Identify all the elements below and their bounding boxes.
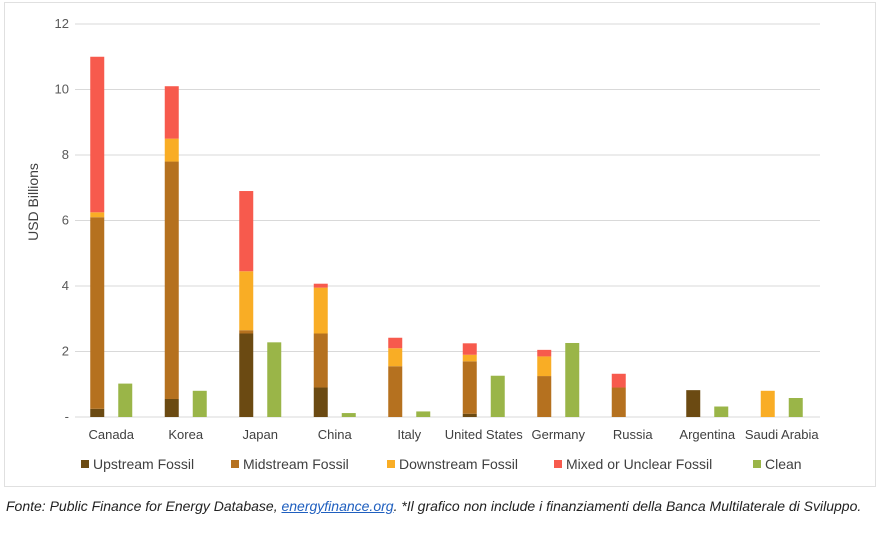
bar-segment (462, 361, 477, 414)
bar-segment (462, 343, 477, 355)
bar-segment (611, 387, 626, 417)
bar-segment (90, 408, 105, 417)
bar-segment (388, 348, 403, 367)
y-axis-label: USD Billions (25, 163, 41, 241)
bar-segment (313, 287, 328, 334)
legend: Upstream Fossil Midstream Fossil Downstrea… (81, 456, 802, 472)
bar-clean (341, 413, 356, 417)
legend-item: Upstream Fossil (81, 456, 194, 472)
bars (90, 56, 803, 417)
legend-swatch (231, 460, 239, 468)
category-label: Russia (613, 427, 654, 442)
caption-suffix: . *Il grafico non include i finanziament… (393, 498, 862, 514)
bar-segment (462, 354, 477, 362)
bar-segment (313, 283, 328, 288)
bar-segment (90, 56, 105, 213)
category-label: Argentina (679, 427, 735, 442)
bar-segment (164, 86, 179, 139)
category-label: China (318, 427, 353, 442)
category-label: Saudi Arabia (745, 427, 819, 442)
bar-clean (416, 411, 431, 417)
bar-segment (164, 161, 179, 399)
legend-item: Midstream Fossil (231, 456, 349, 472)
bar-clean (192, 390, 207, 417)
bar-segment (239, 333, 254, 417)
legend-label: Midstream Fossil (243, 456, 349, 472)
bar-clean (267, 342, 282, 417)
bar-segment (611, 373, 626, 388)
legend-item: Clean (753, 456, 802, 472)
bar-segment (313, 333, 328, 388)
y-tick-label: 2 (62, 344, 69, 359)
bar-segment (537, 376, 552, 417)
gridlines (75, 23, 820, 418)
caption-prefix: Fonte: Public Finance for Energy Databas… (6, 498, 282, 514)
legend-item: Downstream Fossil (387, 456, 518, 472)
bar-clean (788, 398, 803, 417)
legend-swatch (81, 460, 89, 468)
bar-segment (313, 387, 328, 417)
category-label: United States (445, 427, 524, 442)
category-label: Japan (243, 427, 278, 442)
bar-segment (239, 271, 254, 331)
bar-segment (164, 398, 179, 417)
y-axis-ticks: - 2 4 6 8 10 12 (55, 16, 69, 424)
category-label: Germany (532, 427, 586, 442)
bar-clean (565, 342, 580, 417)
legend-label: Downstream Fossil (399, 456, 518, 472)
legend-item: Mixed or Unclear Fossil (554, 456, 712, 472)
category-label: Italy (397, 427, 421, 442)
y-tick-label: - (65, 409, 69, 424)
bar-segment (537, 349, 552, 357)
legend-swatch (753, 460, 761, 468)
legend-label: Clean (765, 456, 802, 472)
y-tick-label: 8 (62, 147, 69, 162)
category-label: Korea (168, 427, 203, 442)
bar-segment (462, 413, 477, 417)
y-tick-label: 10 (55, 82, 69, 97)
source-caption: Fonte: Public Finance for Energy Databas… (6, 496, 872, 517)
chart-frame: - 2 4 6 8 10 12 Canada Korea Japan China Italy Unit… (4, 2, 876, 487)
y-tick-label: 4 (62, 278, 69, 293)
bar-segment (239, 330, 254, 334)
y-tick-label: 6 (62, 213, 69, 228)
legend-label: Upstream Fossil (93, 456, 194, 472)
bar-segment (388, 366, 403, 417)
legend-label: Mixed or Unclear Fossil (566, 456, 712, 472)
legend-swatch (554, 460, 562, 468)
bar-segment (537, 356, 552, 377)
x-axis-categories: Canada Korea Japan China Italy United States G… (88, 427, 819, 442)
stacked-bar-chart: - 2 4 6 8 10 12 Canada Korea Japan China Italy Unit… (25, 16, 820, 472)
bar-clean (714, 406, 729, 417)
bar-clean (118, 383, 133, 417)
bar-segment (760, 390, 775, 417)
bar-segment (164, 138, 179, 162)
source-link[interactable]: energyfinance.org (281, 498, 394, 514)
y-tick-label: 12 (55, 16, 69, 31)
bar-segment (686, 390, 701, 417)
bar-clean (490, 375, 505, 417)
category-label: Canada (88, 427, 134, 442)
bar-segment (90, 217, 105, 409)
legend-swatch (387, 460, 395, 468)
bar-segment (388, 337, 403, 349)
bar-segment (239, 191, 254, 272)
bar-segment (90, 212, 105, 218)
